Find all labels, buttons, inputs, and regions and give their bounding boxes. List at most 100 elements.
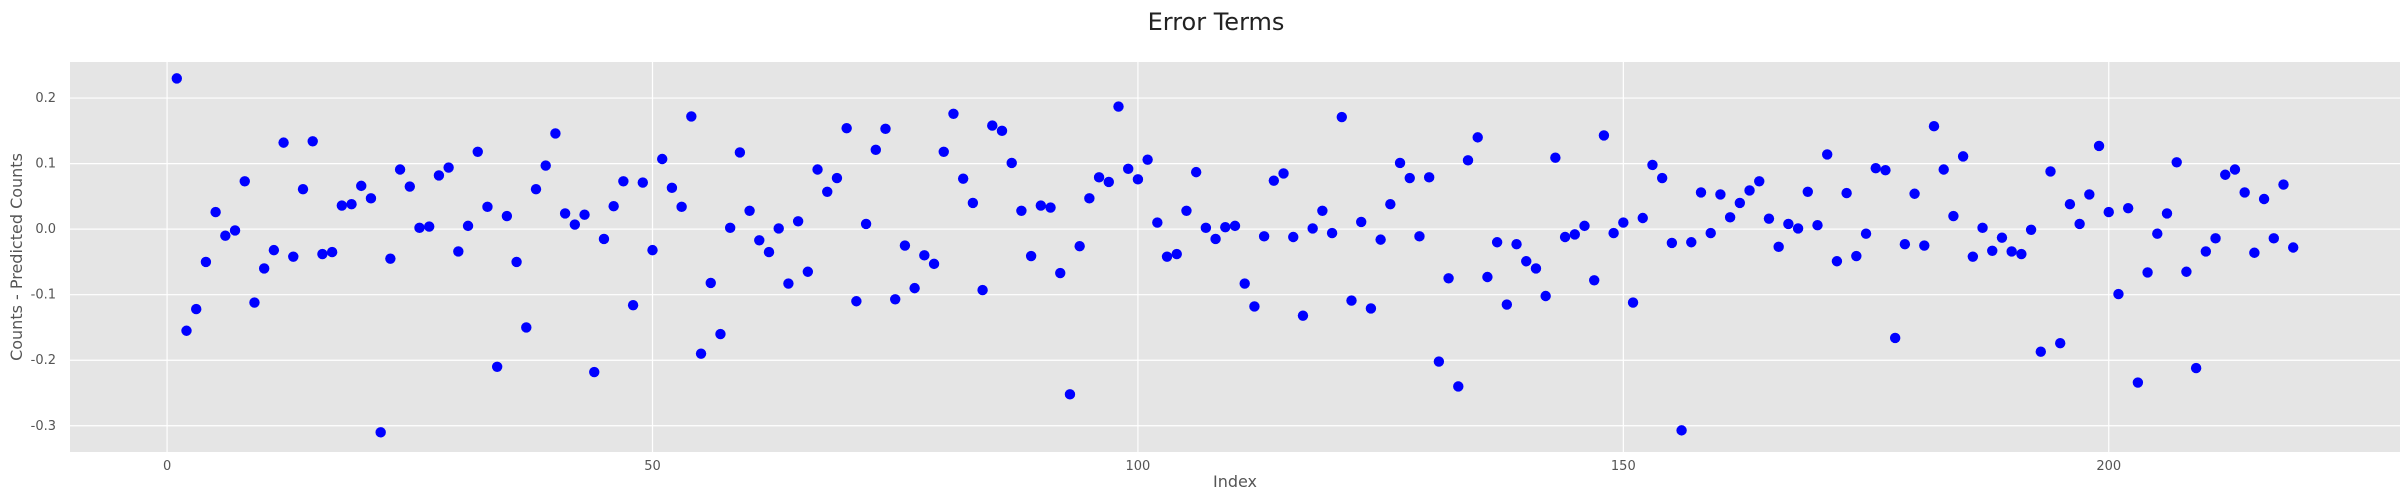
data-point bbox=[1676, 425, 1687, 436]
data-point bbox=[1433, 356, 1445, 367]
data-points bbox=[171, 73, 2299, 438]
data-point bbox=[1637, 212, 1648, 224]
data-point bbox=[375, 427, 386, 438]
data-point bbox=[977, 284, 988, 296]
data-point bbox=[191, 303, 202, 315]
data-point bbox=[1278, 168, 1289, 179]
data-point bbox=[1987, 245, 1998, 256]
data-point bbox=[268, 244, 280, 256]
data-point bbox=[200, 256, 212, 268]
data-point bbox=[1142, 154, 1153, 165]
data-point bbox=[1336, 111, 1347, 123]
data-point bbox=[1258, 231, 1270, 242]
data-point bbox=[1948, 210, 1959, 222]
data-point bbox=[1870, 162, 1881, 174]
data-point bbox=[1307, 223, 1318, 234]
data-point bbox=[579, 209, 590, 220]
y-tick-label: 0.1 bbox=[35, 157, 56, 172]
data-point bbox=[618, 176, 629, 187]
data-point bbox=[336, 200, 348, 211]
data-point bbox=[1268, 175, 1280, 186]
y-axis-title: Counts - Predicted Counts bbox=[7, 153, 26, 361]
data-point bbox=[1423, 172, 1435, 183]
data-point bbox=[1249, 301, 1260, 312]
data-point bbox=[462, 220, 474, 232]
data-point bbox=[608, 201, 619, 212]
data-point bbox=[2190, 362, 2202, 374]
data-point bbox=[385, 253, 396, 264]
data-point bbox=[2016, 248, 2027, 260]
x-tick-label: 0 bbox=[163, 459, 171, 474]
data-point bbox=[1880, 164, 1891, 176]
data-point bbox=[1229, 220, 1241, 232]
data-point bbox=[424, 221, 435, 232]
data-point bbox=[2113, 288, 2124, 300]
data-point bbox=[1734, 197, 1746, 209]
data-point bbox=[948, 108, 959, 119]
data-point bbox=[297, 183, 309, 195]
data-point bbox=[1317, 205, 1328, 216]
data-point bbox=[783, 278, 794, 289]
x-tick-label: 200 bbox=[2096, 459, 2121, 474]
data-point bbox=[1589, 275, 1600, 286]
data-point bbox=[1967, 251, 1979, 262]
data-point bbox=[1482, 271, 1493, 283]
data-point bbox=[1472, 132, 1483, 143]
data-point bbox=[569, 219, 581, 230]
data-point bbox=[996, 125, 1008, 137]
data-point bbox=[1957, 151, 1969, 162]
data-point bbox=[938, 146, 949, 157]
data-point bbox=[414, 222, 425, 234]
data-point bbox=[288, 251, 299, 262]
data-point bbox=[443, 162, 454, 173]
data-point bbox=[1656, 172, 1668, 184]
data-point bbox=[1093, 172, 1105, 183]
data-point bbox=[1919, 240, 1930, 251]
data-point bbox=[1171, 248, 1182, 260]
x-tick-label: 50 bbox=[644, 459, 661, 474]
plot-area bbox=[70, 62, 2400, 452]
data-point bbox=[1822, 149, 1833, 160]
data-point bbox=[1996, 232, 2008, 243]
data-point bbox=[1103, 176, 1114, 188]
data-point bbox=[1559, 231, 1571, 243]
tick-labels: 0 50 100 150 200 -0.3 -0.2 -0.1 0.0 0.1 0.2 bbox=[31, 91, 2122, 474]
data-point bbox=[1812, 220, 1823, 231]
data-point bbox=[550, 128, 561, 139]
data-point bbox=[210, 206, 221, 218]
data-point bbox=[2278, 179, 2289, 190]
data-point bbox=[1453, 381, 1464, 392]
data-point bbox=[1356, 216, 1367, 228]
data-point bbox=[734, 147, 746, 158]
data-point bbox=[1928, 121, 1940, 132]
data-point bbox=[715, 328, 726, 340]
data-point bbox=[909, 282, 920, 294]
data-point bbox=[1977, 222, 1988, 234]
data-point bbox=[1132, 174, 1144, 185]
data-point bbox=[220, 230, 231, 241]
data-point bbox=[1695, 187, 1707, 198]
data-point bbox=[2025, 224, 2037, 235]
data-point bbox=[1006, 157, 1017, 169]
data-point bbox=[724, 222, 736, 234]
data-point bbox=[2210, 233, 2221, 244]
data-point bbox=[1404, 172, 1415, 184]
y-tick-label: 0.0 bbox=[35, 222, 56, 237]
data-point bbox=[657, 153, 668, 165]
data-point bbox=[637, 177, 648, 188]
data-point bbox=[2152, 228, 2163, 239]
data-point bbox=[356, 180, 367, 192]
data-point bbox=[2200, 246, 2212, 257]
data-point bbox=[2258, 193, 2270, 205]
data-point bbox=[2239, 187, 2250, 198]
data-point bbox=[1016, 205, 1027, 216]
y-tick-label: -0.2 bbox=[31, 353, 56, 368]
data-point bbox=[1161, 251, 1173, 262]
data-point bbox=[1045, 202, 1056, 213]
data-point bbox=[754, 235, 765, 246]
data-point bbox=[2288, 242, 2299, 253]
data-point bbox=[1763, 213, 1775, 224]
data-point bbox=[744, 205, 755, 216]
data-point bbox=[317, 248, 328, 260]
data-point bbox=[1889, 332, 1901, 344]
